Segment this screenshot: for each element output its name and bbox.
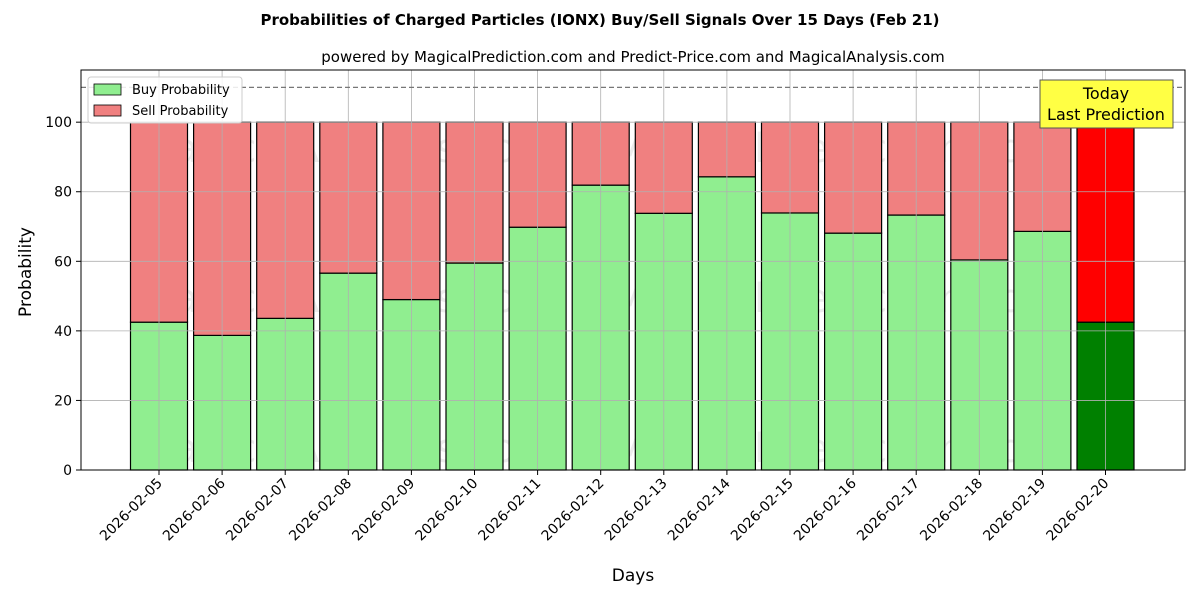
plot-area: MagicalAnalysis.comMagicalPrediction.com… <box>45 69 1186 545</box>
x-tick-label: 2026-02-08 <box>286 476 355 545</box>
x-tick-label: 2026-02-11 <box>476 476 545 545</box>
y-tick-label: 40 <box>54 324 72 340</box>
legend-swatch <box>93 83 122 96</box>
legend-box <box>87 76 243 124</box>
y-tick-label: 0 <box>63 463 72 479</box>
legend: Buy Probability Sell Probability <box>87 76 243 124</box>
x-tick-label: 2026-02-05 <box>97 476 166 545</box>
x-tick-label: 2026-02-16 <box>791 475 860 544</box>
today-annotation: Today Last Prediction <box>1039 79 1174 129</box>
x-tick-label: 2026-02-13 <box>602 476 671 545</box>
x-tick-label: 2026-02-19 <box>980 476 1049 545</box>
x-tick-label: 2026-02-07 <box>223 476 292 545</box>
x-tick-label: 2026-02-12 <box>539 476 608 545</box>
annotation-text: Last Prediction <box>1047 105 1165 124</box>
y-tick-label: 80 <box>54 185 72 201</box>
x-tick-label: 2026-02-18 <box>917 476 986 545</box>
x-tick-label: 2026-02-09 <box>349 476 418 545</box>
legend-label: Buy Probability <box>132 83 230 98</box>
legend-swatch <box>93 104 122 117</box>
x-tick-label: 2026-02-17 <box>854 476 923 545</box>
annotation-text: Today <box>1082 84 1129 103</box>
y-axis-label: Probability <box>16 227 36 317</box>
y-tick-label: 20 <box>54 393 72 409</box>
legend-label: Sell Probability <box>132 104 229 119</box>
x-tick-label: 2026-02-20 <box>1043 476 1112 545</box>
chart-title: Probabilities of Charged Particles (IONX… <box>260 11 939 29</box>
x-tick-label: 2026-02-15 <box>728 476 797 545</box>
x-axis-label: Days <box>612 566 655 586</box>
plot-frame <box>80 69 1186 471</box>
x-tick-label: 2026-02-10 <box>412 476 481 545</box>
x-tick-label: 2026-02-14 <box>665 475 734 544</box>
y-tick-label: 100 <box>45 115 72 131</box>
y-tick-label: 60 <box>54 254 72 270</box>
x-tick-label: 2026-02-06 <box>160 475 229 544</box>
chart-subtitle: powered by MagicalPrediction.com and Pre… <box>321 48 945 66</box>
annotation-box <box>1039 79 1174 129</box>
